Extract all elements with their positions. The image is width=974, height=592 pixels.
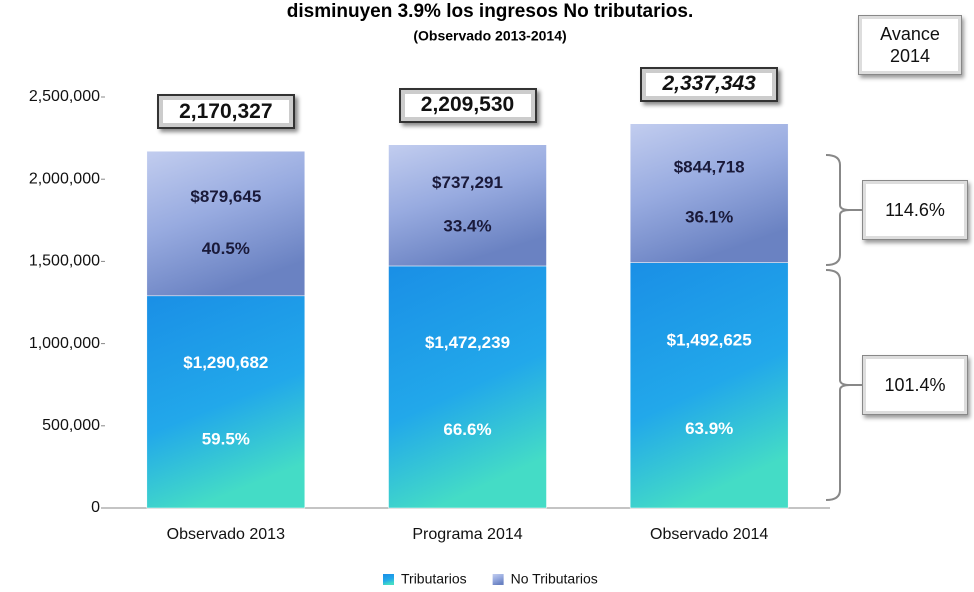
x-tick-label: Observado 2014	[650, 526, 768, 543]
chart-subtitle: (Observado 2013-2014)	[413, 28, 566, 44]
avance-label: 114.6%	[862, 180, 968, 240]
value-label: $737,291	[432, 173, 503, 192]
total-label: 2,209,530	[398, 87, 537, 123]
value-label: $879,645	[190, 187, 261, 206]
total-label: 2,337,343	[640, 66, 779, 102]
bracket	[825, 154, 851, 266]
y-tick-label: 0	[91, 499, 100, 516]
avance-title: Avance 2014	[858, 15, 962, 75]
avance-label: 101.4%	[862, 355, 968, 415]
bar-segment	[629, 123, 789, 263]
value-label: $844,718	[674, 158, 745, 177]
legend-label: Tributarios	[401, 571, 467, 587]
chart-title: disminuyen 3.9% los ingresos No tributar…	[287, 1, 693, 22]
percent-label: 66.6%	[443, 420, 491, 439]
bracket	[825, 269, 851, 501]
legend-label: No Tributarios	[511, 571, 598, 587]
y-tick-label: 1,000,000	[29, 335, 100, 352]
bar-segment	[388, 265, 547, 509]
bar-segment	[629, 262, 789, 509]
x-tick-label: Programa 2014	[412, 526, 522, 543]
value-label: $1,290,682	[183, 353, 268, 372]
percent-label: 36.1%	[685, 208, 733, 227]
x-tick-label: Observado 2013	[167, 526, 285, 543]
legend-swatch	[492, 574, 504, 585]
total-label: 2,170,327	[156, 94, 295, 130]
percent-label: 59.5%	[202, 430, 250, 449]
value-label: $1,472,239	[425, 333, 510, 352]
bar-segment	[388, 144, 547, 267]
y-tick-label: 2,000,000	[29, 170, 100, 187]
percent-label: 33.4%	[443, 217, 491, 236]
percent-label: 63.9%	[685, 419, 733, 438]
bar-segment	[146, 150, 306, 297]
y-tick-label: 1,500,000	[29, 253, 100, 270]
value-label: $1,492,625	[667, 331, 752, 350]
y-tick-label: 2,500,000	[29, 88, 100, 105]
percent-label: 40.5%	[202, 239, 250, 258]
y-tick-label: 500,000	[42, 417, 100, 434]
legend-swatch	[383, 574, 394, 585]
bar-segment	[146, 295, 306, 509]
